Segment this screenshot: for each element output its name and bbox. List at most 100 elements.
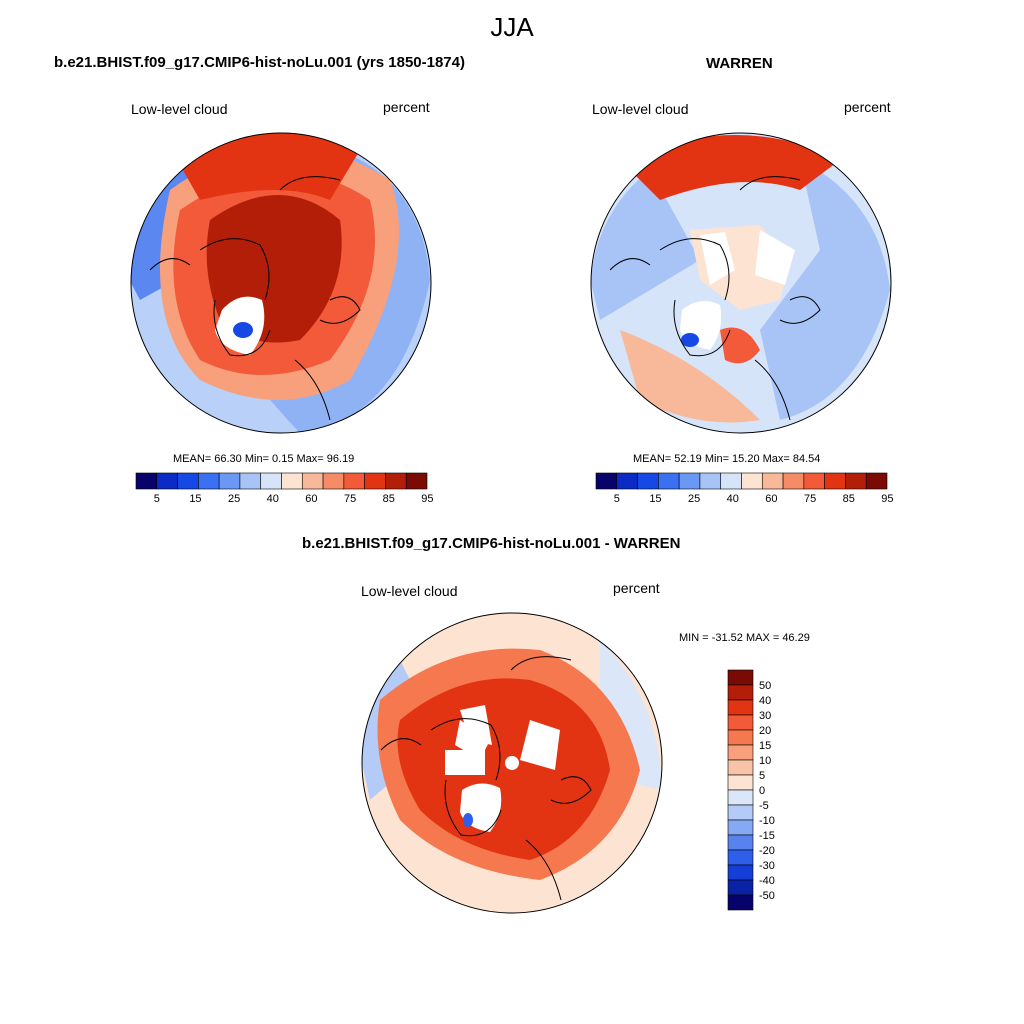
- panel1-colorbar-label: 85: [383, 493, 395, 505]
- panel3-map-border: [361, 612, 663, 914]
- panel3-colorbar-box: [727, 879, 754, 896]
- panel1-colorbar-box: [218, 472, 241, 490]
- panel3-colorbar-box: [727, 834, 754, 851]
- panel2-colorbar-label: 95: [881, 493, 893, 505]
- panel2-colorbar-label: 85: [843, 493, 855, 505]
- panel3-colorbar-label: 0: [759, 785, 765, 797]
- panel3-colorbar-box: [727, 729, 754, 746]
- panel2-colorbar-box: [761, 472, 784, 490]
- panel1-colorbar: 5 15 25 40 60 75 85 95: [135, 472, 434, 505]
- panel2-variable-label: Low-level cloud: [592, 101, 689, 117]
- panel1-colorbar-box: [156, 472, 178, 490]
- panel2-stats: MEAN= 52.19 Min= 15.20 Max= 84.54: [633, 453, 821, 465]
- panel1-colorbar-box: [260, 472, 282, 490]
- panel1-colorbar-label: 95: [421, 493, 433, 505]
- panel3-colorbar-box: [727, 699, 754, 716]
- panel3-colorbar-label: 50: [759, 680, 771, 692]
- panel3-colorbar-box: [727, 804, 754, 821]
- panel3-title: b.e21.BHIST.f09_g17.CMIP6-hist-noLu.001 …: [302, 535, 681, 552]
- panel2-colorbar-box: [699, 472, 722, 490]
- panel1-colorbar-box: [198, 472, 220, 490]
- panel2-coastlines: [609, 176, 821, 421]
- panel1-colorbar-box: [177, 472, 199, 490]
- panel2-colorbar-label: 75: [804, 493, 816, 505]
- panel1-coastlines: [149, 176, 361, 421]
- panel1-variable-label: Low-level cloud: [131, 101, 228, 117]
- panel2-colorbar-box: [595, 472, 618, 490]
- panel2-colorbar-box: [782, 472, 805, 490]
- panel1-colorbar-box: [239, 472, 262, 490]
- panel1-colorbar-label: 75: [344, 493, 356, 505]
- panel1-colorbar-box: [343, 472, 365, 490]
- panel2-colorbar-box: [616, 472, 638, 490]
- panel3-stats: MIN = -31.52 MAX = 46.29: [679, 632, 810, 644]
- panel3-colorbar-box: [727, 849, 754, 866]
- panel2-colorbar-box: [741, 472, 763, 490]
- panel3-colorbar-label: -15: [759, 830, 775, 842]
- panel1-colorbar-label: 60: [305, 493, 317, 505]
- panel2-colorbar-box: [845, 472, 867, 490]
- panel1-colorbar-box: [405, 472, 428, 490]
- panel3-colorbar-box: [727, 684, 754, 701]
- panel3-colorbar-label: 10: [759, 755, 771, 767]
- panel2-colorbar-box: [803, 472, 825, 490]
- panel3-colorbar-box: [727, 894, 754, 911]
- panel2-colorbar-label: 15: [649, 493, 661, 505]
- panel3-colorbar-box: [727, 759, 754, 776]
- panel2-colorbar-box: [637, 472, 659, 490]
- panel1-polar-map: [131, 133, 431, 433]
- panel1-stats: MEAN= 66.30 Min= 0.15 Max= 96.19: [173, 453, 355, 465]
- panel3-coastlines: [380, 656, 592, 901]
- panel2-colorbar: 5 15 25 40 60 75 85 95: [595, 472, 894, 505]
- panel3-variable-label: Low-level cloud: [361, 583, 458, 599]
- panel3-colorbar-label: -50: [759, 890, 775, 902]
- panel3-colorbar-label: 20: [759, 725, 771, 737]
- panel2-units-label: percent: [844, 99, 891, 115]
- panel2-colorbar-box: [824, 472, 846, 490]
- panel1-colorbar-label: 40: [267, 493, 279, 505]
- panel2-polar-map: [591, 133, 891, 433]
- panel3-colorbar-label: -5: [759, 800, 769, 812]
- panel2-map-border: [590, 132, 892, 434]
- panel3-colorbar-label: 30: [759, 710, 771, 722]
- panel1-title: b.e21.BHIST.f09_g17.CMIP6-hist-noLu.001 …: [54, 54, 465, 71]
- panel2-colorbar-box: [720, 472, 742, 490]
- panel1-colorbar-box: [322, 472, 345, 490]
- panel2-colorbar-box: [865, 472, 888, 490]
- panel1-colorbar-label: 25: [228, 493, 240, 505]
- panel1-colorbar-box: [301, 472, 324, 490]
- panel1-colorbar-label: 5: [154, 493, 160, 505]
- panel3-colorbar-label: -20: [759, 845, 775, 857]
- panel2-colorbar-label: 5: [614, 493, 620, 505]
- panel2-colorbar-label: 40: [727, 493, 739, 505]
- panel3-units-label: percent: [613, 580, 660, 596]
- panel3-colorbar-box: [727, 669, 754, 686]
- panel3-colorbar-box: [727, 819, 754, 836]
- panel1-colorbar-box: [281, 472, 303, 490]
- panel3-polar-map: [362, 613, 662, 913]
- panel2-colorbar-label: 60: [765, 493, 777, 505]
- panel2-colorbar-box: [658, 472, 680, 490]
- panel3-colorbar-label: -30: [759, 860, 775, 872]
- panel3-colorbar-box: [727, 744, 754, 761]
- panel1-units-label: percent: [383, 99, 430, 115]
- panel3-colorbar-box: [727, 774, 754, 791]
- panel1-colorbar-box: [364, 472, 386, 490]
- panel3-colorbar-label: 15: [759, 740, 771, 752]
- panel3-colorbar-label: -10: [759, 815, 775, 827]
- panel2-colorbar-box: [678, 472, 701, 490]
- panel3-colorbar-label: 40: [759, 695, 771, 707]
- panel3-colorbar-label: -40: [759, 875, 775, 887]
- panel3-colorbar-label: 5: [759, 770, 765, 782]
- panel1-colorbar-box: [135, 472, 158, 490]
- panel3-colorbar-box: [727, 714, 754, 731]
- panel3-colorbar-box: [727, 789, 754, 806]
- panel3-colorbar-box: [727, 864, 754, 881]
- figure-title: JJA: [490, 12, 534, 42]
- panel2-colorbar-label: 25: [688, 493, 700, 505]
- panel1-colorbar-label: 15: [189, 493, 201, 505]
- panel1-colorbar-box: [385, 472, 407, 490]
- panel2-title: WARREN: [706, 55, 773, 72]
